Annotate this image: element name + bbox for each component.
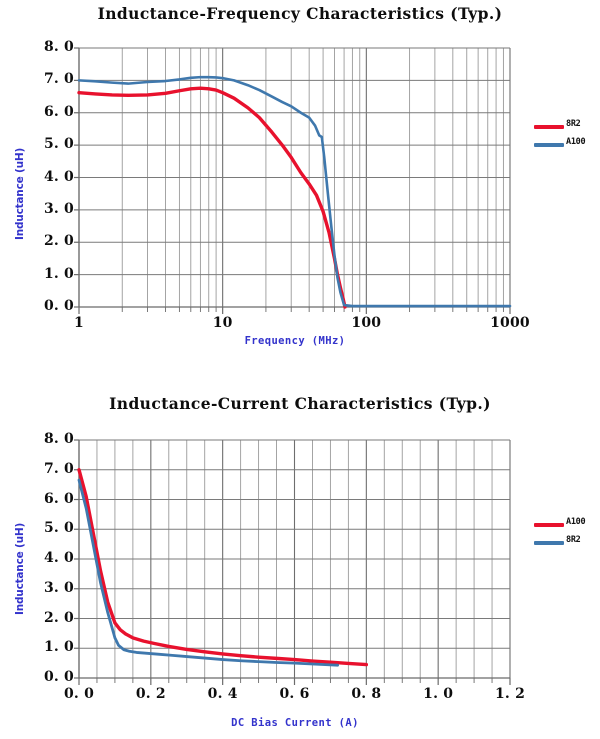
legend-swatch-a100 bbox=[534, 523, 564, 527]
chart2-title: Inductance-Current Characteristics (Typ.… bbox=[109, 394, 491, 413]
legend-swatch-8r2 bbox=[534, 125, 564, 129]
chart1-y-tick: 4. 0 bbox=[43, 168, 74, 185]
legend-label-8r2: 8R2 bbox=[566, 119, 581, 129]
chart2-y-tick: 0. 0 bbox=[43, 669, 74, 685]
legend-item: A100 bbox=[534, 136, 600, 154]
chart2-y-tick: 3. 0 bbox=[43, 579, 74, 596]
chart2-y-tick: 6. 0 bbox=[43, 490, 74, 507]
chart1-y-tick: 5. 0 bbox=[43, 136, 74, 153]
chart1-y-tick: 7. 0 bbox=[43, 71, 74, 88]
legend-label-8r2: 8R2 bbox=[566, 535, 581, 545]
chart2-x-tick: 1. 0 bbox=[423, 686, 454, 702]
chart1-x-tick: 1 bbox=[74, 315, 84, 331]
legend-item: 8R2 bbox=[534, 534, 600, 552]
chart2-x-tick: 0. 6 bbox=[279, 686, 310, 702]
chart2-x-tick: 1. 2 bbox=[494, 686, 526, 702]
chart1-y-tick: 3. 0 bbox=[43, 200, 74, 217]
chart1-y-tick: 1. 0 bbox=[43, 265, 74, 282]
chart1-x-tick: 1000 bbox=[490, 315, 530, 331]
chart1-y-tick: 8. 0 bbox=[43, 39, 74, 55]
chart2-x-axis-label: DC Bias Current (A) bbox=[231, 717, 359, 729]
chart2-x-tick: 0. 8 bbox=[351, 686, 382, 702]
chart1-y-tick: 6. 0 bbox=[43, 103, 74, 120]
chart2-x-tick: 0. 0 bbox=[63, 686, 95, 702]
legend-label-a100: A100 bbox=[566, 137, 586, 147]
chart2-x-tick: 0. 2 bbox=[135, 686, 166, 702]
inductance-frequency-chart: Inductance-Frequency Characteristics (Ty… bbox=[14, 4, 600, 347]
chart1-x-tick: 10 bbox=[212, 315, 233, 331]
chart1-legend: 8R2 A100 bbox=[534, 118, 600, 154]
chart1-title: Inductance-Frequency Characteristics (Ty… bbox=[97, 4, 503, 23]
legend-swatch-a100 bbox=[534, 143, 564, 147]
chart1-y-tick: 2. 0 bbox=[43, 233, 74, 250]
legend-item: 8R2 bbox=[534, 118, 600, 136]
chart1-plot-area bbox=[74, 47, 512, 314]
chart2-y-tick: 8. 0 bbox=[43, 431, 74, 447]
chart2-y-tick: 7. 0 bbox=[43, 460, 74, 477]
chart2-y-tick: 1. 0 bbox=[43, 639, 74, 656]
chart2-y-tick: 4. 0 bbox=[43, 550, 74, 566]
chart2-legend: A100 8R2 bbox=[534, 516, 600, 552]
legend-item: A100 bbox=[534, 516, 600, 534]
legend-label-a100: A100 bbox=[566, 517, 586, 527]
chart1-y-tick: 0. 0 bbox=[43, 298, 74, 314]
chart2-x-tick: 0. 4 bbox=[207, 686, 238, 702]
chart1-x-tick: 100 bbox=[351, 315, 382, 331]
chart2-y-tick: 5. 0 bbox=[43, 520, 74, 537]
chart2-plot-area bbox=[74, 439, 511, 685]
chart1-x-axis-label: Frequency (MHz) bbox=[244, 335, 346, 347]
legend-swatch-8r2 bbox=[534, 541, 564, 545]
chart2-y-tick: 2. 0 bbox=[43, 609, 74, 626]
inductance-current-chart: Inductance-Current Characteristics (Typ.… bbox=[0, 380, 600, 739]
